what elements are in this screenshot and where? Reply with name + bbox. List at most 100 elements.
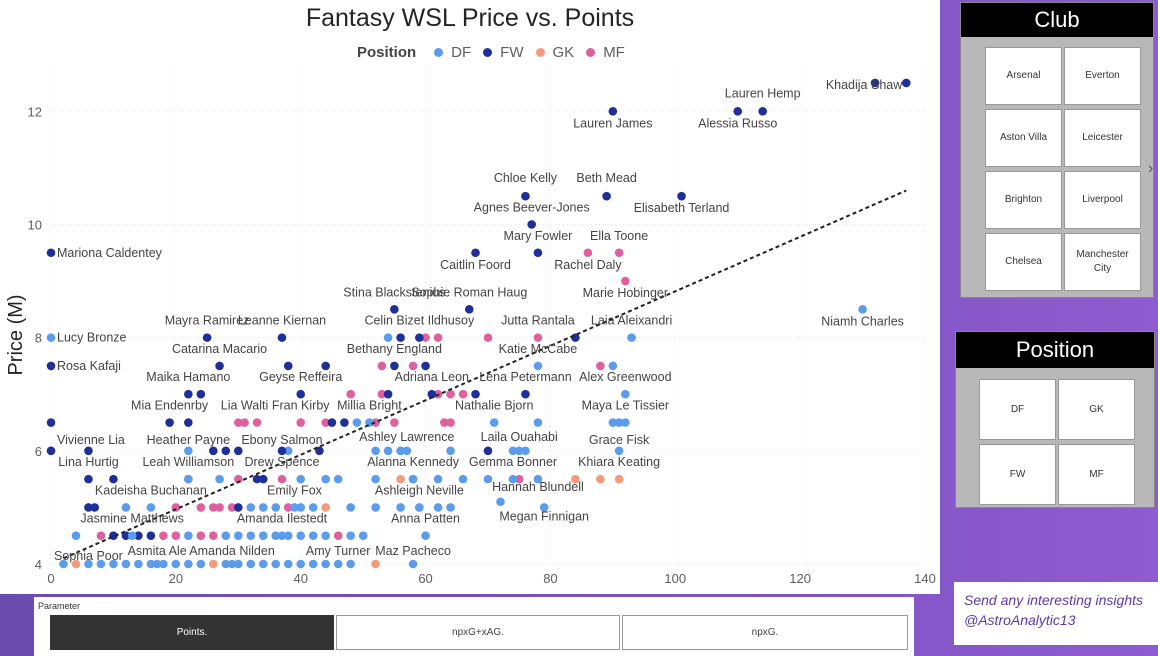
data-point[interactable] — [258, 474, 268, 484]
data-point[interactable] — [596, 474, 605, 484]
data-point[interactable] — [396, 446, 405, 456]
data-point[interactable] — [408, 361, 418, 371]
data-point[interactable] — [296, 559, 306, 569]
data-point[interactable] — [446, 389, 455, 399]
data-point[interactable] — [296, 389, 306, 399]
data-point[interactable] — [134, 559, 143, 569]
data-point[interactable] — [377, 389, 387, 399]
data-point[interactable] — [146, 559, 156, 569]
data-point[interactable] — [508, 446, 518, 456]
data-point[interactable] — [677, 191, 686, 201]
legend-label-df[interactable]: DF — [451, 44, 472, 61]
data-point[interactable] — [184, 559, 193, 569]
data-point[interactable] — [127, 531, 137, 541]
data-point[interactable] — [390, 418, 399, 427]
data-point[interactable] — [184, 418, 193, 427]
data-point[interactable] — [396, 333, 405, 342]
data-point[interactable] — [446, 418, 455, 427]
data-point[interactable] — [608, 418, 618, 427]
data-point[interactable] — [458, 474, 468, 484]
data-point[interactable] — [146, 531, 156, 541]
data-point[interactable] — [440, 418, 449, 427]
data-point[interactable] — [258, 503, 268, 512]
data-point[interactable] — [321, 474, 330, 484]
data-point[interactable] — [159, 531, 168, 541]
data-point[interactable] — [358, 531, 368, 541]
data-point[interactable] — [901, 78, 911, 88]
data-point[interactable] — [408, 559, 418, 569]
data-point[interactable] — [371, 446, 380, 456]
data-point[interactable] — [608, 106, 618, 116]
data-point[interactable] — [621, 389, 630, 399]
data-point[interactable] — [171, 559, 181, 569]
data-point[interactable] — [46, 248, 56, 258]
data-point[interactable] — [421, 531, 430, 541]
data-point[interactable] — [377, 361, 387, 371]
data-point[interactable] — [352, 418, 362, 427]
data-point[interactable] — [733, 106, 743, 116]
data-point[interactable] — [427, 389, 437, 399]
data-point[interactable] — [59, 559, 68, 569]
data-point[interactable] — [371, 559, 380, 569]
data-point[interactable] — [433, 333, 443, 342]
data-point[interactable] — [184, 474, 193, 484]
data-point[interactable] — [109, 474, 118, 484]
data-point[interactable] — [46, 446, 56, 456]
data-point[interactable] — [283, 361, 293, 371]
data-point[interactable] — [184, 531, 193, 541]
data-point[interactable] — [146, 503, 156, 512]
data-point[interactable] — [215, 503, 224, 512]
data-point[interactable] — [383, 333, 393, 342]
data-point[interactable] — [277, 446, 287, 456]
data-point[interactable] — [346, 389, 355, 399]
data-point[interactable] — [471, 248, 480, 258]
data-point[interactable] — [533, 248, 543, 258]
legend-label-fw[interactable]: FW — [500, 44, 524, 61]
data-point[interactable] — [152, 559, 162, 569]
data-point[interactable] — [283, 446, 293, 456]
data-point[interactable] — [121, 531, 131, 541]
legend-label-mf[interactable]: MF — [603, 44, 625, 61]
data-point[interactable] — [508, 474, 518, 484]
data-point[interactable] — [271, 503, 281, 512]
parameter-option-npxg-xag[interactable]: npxG+xAG. — [336, 615, 620, 650]
data-point[interactable] — [433, 474, 443, 484]
data-point[interactable] — [296, 531, 306, 541]
data-point[interactable] — [365, 418, 374, 427]
data-point[interactable] — [233, 503, 243, 512]
data-point[interactable] — [321, 559, 330, 569]
data-point[interactable] — [233, 474, 243, 484]
data-point[interactable] — [621, 276, 630, 286]
data-point[interactable] — [233, 531, 243, 541]
data-point[interactable] — [390, 361, 399, 371]
data-point[interactable] — [221, 446, 231, 456]
data-point[interactable] — [571, 474, 580, 484]
data-point[interactable] — [627, 333, 636, 342]
data-point[interactable] — [533, 333, 543, 342]
parameter-option-points[interactable]: Points. — [50, 615, 334, 650]
data-point[interactable] — [858, 305, 867, 314]
data-point[interactable] — [333, 531, 343, 541]
data-point[interactable] — [608, 361, 618, 371]
club-option-leicester[interactable]: Leicester — [1064, 109, 1141, 167]
position-option-df[interactable]: DF — [979, 379, 1056, 440]
data-point[interactable] — [596, 361, 605, 371]
data-point[interactable] — [159, 559, 168, 569]
data-point[interactable] — [614, 418, 624, 427]
data-point[interactable] — [346, 503, 355, 512]
data-point[interactable] — [215, 474, 224, 484]
data-point[interactable] — [96, 531, 106, 541]
data-point[interactable] — [84, 474, 93, 484]
club-option-aston-villa[interactable]: Aston Villa — [985, 109, 1062, 167]
position-option-mf[interactable]: MF — [1058, 444, 1135, 505]
data-point[interactable] — [277, 474, 287, 484]
data-point[interactable] — [246, 503, 256, 512]
parameter-option-npxg[interactable]: npxG. — [622, 615, 908, 650]
chevron-right-icon[interactable]: › — [1148, 160, 1154, 177]
data-point[interactable] — [296, 418, 306, 427]
data-point[interactable] — [464, 305, 474, 314]
data-point[interactable] — [196, 503, 206, 512]
data-point[interactable] — [321, 531, 330, 541]
data-point[interactable] — [614, 474, 624, 484]
data-point[interactable] — [333, 474, 343, 484]
